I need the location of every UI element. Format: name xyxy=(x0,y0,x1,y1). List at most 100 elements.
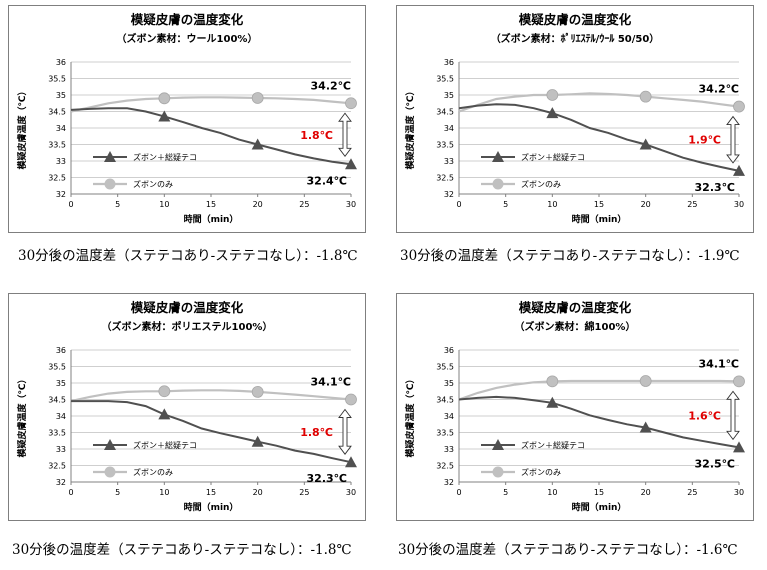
difference-label: 1.8℃ xyxy=(300,129,333,142)
data-point-pants-only xyxy=(251,92,264,104)
legend-marker-with-tights xyxy=(104,151,116,162)
chart-title: 模疑皮膚の温度変化 xyxy=(131,12,244,27)
data-point-pants-only xyxy=(639,375,652,387)
caption-wool: 30分後の温度差（ステテコあり-ステテコなし）：-1.8℃ xyxy=(18,248,358,264)
chart-panel-cotton: 模疑皮膚の温度変化 （ズボン素材：綿100%） 32 32.5 33 33.5 34 34.5… xyxy=(396,293,754,521)
y-tick-label: 34.5 xyxy=(436,108,454,117)
y-tick-label: 33 xyxy=(56,445,66,454)
data-point-with-tights xyxy=(251,138,264,150)
x-axis-label: 時間（min） xyxy=(572,213,627,225)
x-tick-label: 30 xyxy=(734,488,744,497)
x-tick-label: 0 xyxy=(456,488,461,497)
data-point-pants-only xyxy=(546,89,559,101)
legend-label-with-tights: ズボン＋総疑テコ xyxy=(521,440,585,450)
data-point-with-tights xyxy=(158,408,171,420)
y-tick-label: 34 xyxy=(56,412,66,421)
difference-label: 1.8℃ xyxy=(300,426,333,439)
chart-svg-polyester: 模疑皮膚の温度変化 （ズボン素材：ポリエステル100%） 32 32.5 33 33.5 3… xyxy=(16,300,357,513)
chart-title: 模疑皮膚の温度変化 xyxy=(519,300,632,315)
y-tick-label: 32 xyxy=(56,190,66,199)
x-tick-label: 25 xyxy=(687,488,697,497)
y-tick-label: 36 xyxy=(444,58,454,67)
y-axis-label: 模疑皮膚温度（℃） xyxy=(404,375,416,458)
end-label-with-tights: 32.3℃ xyxy=(307,472,347,485)
legend-marker-with-tights xyxy=(492,439,504,450)
chart-panel-wool: 模疑皮膚の温度変化 （ズボン素材：ウール100%） 32 32.5 33 33.5 34 34… xyxy=(8,5,366,233)
x-tick-label: 0 xyxy=(68,200,73,209)
data-point-pants-only xyxy=(639,90,652,103)
data-point-with-tights xyxy=(546,396,559,408)
y-tick-label: 33 xyxy=(444,157,454,166)
x-tick-label: 0 xyxy=(68,488,73,497)
legend-marker-pants-only xyxy=(492,466,504,478)
y-tick-label: 33.5 xyxy=(436,429,454,438)
series-line-pants-only xyxy=(458,92,740,113)
x-axis-label: 時間（min） xyxy=(572,501,627,513)
y-axis-label: 模疑皮膚温度（℃） xyxy=(16,375,28,458)
data-point-with-tights xyxy=(546,107,559,119)
data-point-with-tights xyxy=(639,421,652,433)
data-point-with-tights xyxy=(345,158,357,170)
data-point-with-tights xyxy=(158,110,171,122)
y-axis-label: 模疑皮膚温度（℃） xyxy=(16,87,28,170)
series-line-pants-only xyxy=(70,389,352,403)
legend-label-pants-only: ズボンのみ xyxy=(521,467,561,477)
y-tick-label: 35.5 xyxy=(48,75,66,84)
y-tick-label: 34.5 xyxy=(436,396,454,405)
legend-label-pants-only: ズボンのみ xyxy=(133,179,173,189)
legend-marker-with-tights xyxy=(104,439,116,450)
chart-title: 模疑皮膚の温度変化 xyxy=(131,300,244,315)
data-point-pants-only xyxy=(733,100,745,113)
chart-subtitle: （ズボン素材：ﾎﾟﾘｴｽﾃﾙ/ｳｰﾙ 50/50） xyxy=(491,32,660,45)
series-line-with-tights xyxy=(71,400,352,464)
x-tick-label: 20 xyxy=(641,200,651,209)
x-tick-label: 25 xyxy=(299,488,309,497)
chart-svg-cotton: 模疑皮膚の温度変化 （ズボン素材：綿100%） 32 32.5 33 33.5 34 34.5… xyxy=(404,300,745,513)
y-tick-label: 35.5 xyxy=(436,75,454,84)
chart-title: 模疑皮膚の温度変化 xyxy=(519,12,632,27)
y-tick-label: 32.5 xyxy=(436,174,454,183)
y-tick-label: 32.5 xyxy=(436,462,454,471)
x-tick-label: 25 xyxy=(687,200,697,209)
end-label-pants-only: 34.1℃ xyxy=(699,357,739,370)
legend-marker-pants-only xyxy=(104,466,116,478)
caption-polyester: 30分後の温度差（ステテコあり-ステテコなし）：-1.8℃ xyxy=(12,542,352,558)
difference-label: 1.9℃ xyxy=(688,134,721,147)
legend-marker-with-tights xyxy=(492,151,504,162)
y-tick-label: 32.5 xyxy=(48,462,66,471)
difference-arrow xyxy=(338,408,352,455)
legend-label-with-tights: ズボン＋総疑テコ xyxy=(521,152,585,162)
series-line-pants-only xyxy=(458,379,740,401)
x-tick-label: 10 xyxy=(159,488,169,497)
x-tick-label: 15 xyxy=(206,200,216,209)
series-line-with-tights xyxy=(70,107,352,166)
end-label-with-tights: 32.5℃ xyxy=(695,457,735,470)
difference-label: 1.6℃ xyxy=(688,409,721,422)
x-tick-label: 20 xyxy=(253,488,263,497)
x-tick-label: 15 xyxy=(206,488,216,497)
data-point-pants-only xyxy=(251,386,264,398)
y-tick-label: 35 xyxy=(56,91,66,100)
x-tick-label: 30 xyxy=(346,200,356,209)
legend-label-pants-only: ズボンのみ xyxy=(521,179,561,189)
x-tick-label: 15 xyxy=(594,488,604,497)
y-tick-label: 33 xyxy=(444,445,454,454)
x-tick-label: 5 xyxy=(503,488,508,497)
y-tick-label: 35 xyxy=(444,379,454,388)
data-point-pants-only xyxy=(158,92,171,105)
chart-svg-wool: 模疑皮膚の温度変化 （ズボン素材：ウール100%） 32 32.5 33 33.5 34 34… xyxy=(16,12,357,225)
y-tick-label: 35.5 xyxy=(436,363,454,372)
y-tick-label: 33.5 xyxy=(48,429,66,438)
x-tick-label: 30 xyxy=(734,200,744,209)
caption-poly-wool: 30分後の温度差（ステテコあり-ステテコなし）：-1.9℃ xyxy=(400,248,740,264)
series-line-with-tights xyxy=(458,395,740,449)
legend-marker-pants-only xyxy=(104,178,116,190)
y-tick-label: 34.5 xyxy=(48,396,66,405)
legend-label-with-tights: ズボン＋総疑テコ xyxy=(133,152,197,162)
x-tick-label: 20 xyxy=(253,200,263,209)
y-tick-label: 33.5 xyxy=(436,141,454,150)
x-tick-label: 30 xyxy=(346,488,356,497)
y-tick-label: 32 xyxy=(56,478,66,487)
y-tick-label: 32 xyxy=(444,190,454,199)
y-tick-label: 34.5 xyxy=(48,108,66,117)
